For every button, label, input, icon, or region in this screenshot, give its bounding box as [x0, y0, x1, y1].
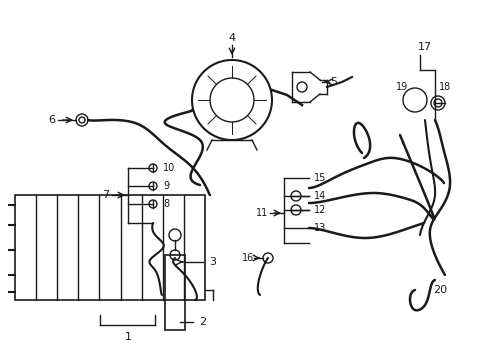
Text: 9: 9 — [163, 181, 169, 191]
Text: 14: 14 — [313, 191, 325, 201]
Text: 17: 17 — [417, 42, 431, 52]
Text: 12: 12 — [313, 205, 325, 215]
Text: 10: 10 — [163, 163, 175, 173]
Bar — [164, 255, 184, 330]
Text: 18: 18 — [438, 82, 450, 92]
Text: 11: 11 — [255, 208, 267, 218]
Text: 8: 8 — [163, 199, 169, 209]
Text: 1: 1 — [124, 332, 131, 342]
Text: 16: 16 — [242, 253, 254, 263]
Bar — [15, 195, 204, 300]
Text: 15: 15 — [313, 173, 325, 183]
Text: 13: 13 — [313, 223, 325, 233]
Text: 19: 19 — [395, 82, 407, 92]
Text: 7: 7 — [102, 190, 109, 200]
Text: 4: 4 — [228, 33, 235, 43]
Text: 2: 2 — [199, 317, 206, 327]
Text: 5: 5 — [329, 77, 336, 87]
Text: 3: 3 — [208, 257, 216, 267]
Text: 20: 20 — [432, 285, 446, 295]
Text: 6: 6 — [48, 115, 55, 125]
